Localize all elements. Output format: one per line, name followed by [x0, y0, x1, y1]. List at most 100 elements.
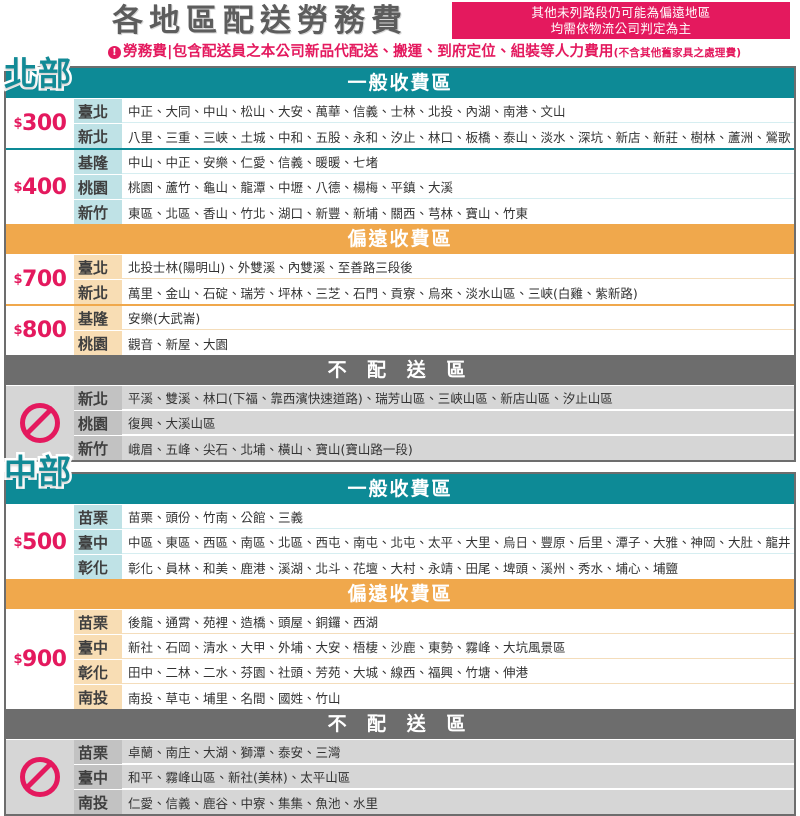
area-list: 中正、大同、中山、松山、大安、萬華、信義、士林、北投、內湖、南港、文山 [122, 99, 794, 123]
city-label: 新北 [74, 386, 122, 410]
table-row: 南投 仁愛、信義、鹿谷、中寮、集集、魚池、水里 [74, 790, 794, 814]
table-row: 苗栗 後龍、通霄、苑裡、造橋、頭屋、銅鑼、西湖 [74, 610, 794, 635]
table-row: 新竹 峨眉、五峰、尖石、北埔、橫山、寶山(寶山路一段) [74, 436, 794, 460]
table-row: 新北 平溪、雙溪、林口(下福、靠西濱快速道路)、瑞芳山區、三峽山區、新店山區、汐… [74, 386, 794, 411]
city-label: 臺北 [74, 99, 122, 123]
city-label: 臺中 [74, 530, 122, 554]
city-label: 苗栗 [74, 505, 122, 529]
city-label: 基隆 [74, 306, 122, 330]
region-table-north: 一般收費區 $300 臺北 中正、大同、中山、松山、大安、萬華、信義、士林、北投… [4, 66, 796, 462]
price-cell: $300 [6, 99, 74, 148]
price-cell: $400 [6, 150, 74, 224]
table-row: 彰化 田中、二林、二水、芬園、社頭、芳苑、大城、線西、福興、竹塘、伸港 [74, 660, 794, 685]
area-list: 南投、草屯、埔里、名間、國姓、竹山 [122, 685, 794, 709]
table-row: 南投 南投、草屯、埔里、名間、國姓、竹山 [74, 685, 794, 709]
exclamation-icon: ! [108, 46, 121, 59]
table-row: 苗栗 苗栗、頭份、竹南、公館、三義 [74, 505, 794, 530]
city-label: 苗栗 [74, 610, 122, 634]
price-value: 500 [22, 529, 67, 555]
area-list: 東區、北區、香山、竹北、湖口、新豐、新埔、關西、芎林、寶山、竹東 [122, 200, 794, 224]
area-list: 萬里、金山、石碇、瑞芳、坪林、三芝、石門、貢寮、烏來、淡水山區、三峽(白雞、紫新… [122, 280, 794, 304]
price-group: $900 苗栗 後龍、通霄、苑裡、造橋、頭屋、銅鑼、西湖 臺中 新社、石岡、清水… [6, 610, 794, 709]
region-badge-central: 中部 [2, 450, 74, 494]
section-gap [0, 462, 800, 472]
area-list: 峨眉、五峰、尖石、北埔、橫山、寶山(寶山路一段) [122, 436, 794, 460]
city-label: 新竹 [74, 436, 122, 460]
region-badge-north: 北部 [2, 52, 74, 96]
currency-symbol: $ [13, 116, 23, 131]
city-label: 南投 [74, 685, 122, 709]
area-list: 觀音、新屋、大園 [122, 331, 794, 355]
currency-symbol: $ [13, 323, 23, 338]
area-list: 北投士林(陽明山)、外雙溪、內雙溪、至善路三段後 [122, 255, 794, 279]
band-general-north: 一般收費區 [6, 66, 794, 99]
table-row: 新北 八里、三重、三峽、土城、中和、五股、永和、汐止、林口、板橋、泰山、淡水、深… [74, 124, 794, 148]
price-cell: $900 [6, 610, 74, 709]
service-fee-subline: ! 勞務費|包含配送員之本公司新品代配送、搬運、到府定位、組裝等人力費用(不含其他… [108, 43, 741, 62]
city-label: 南投 [74, 790, 122, 814]
page-title: 各地區配送勞務費 [112, 3, 408, 39]
price-value: 900 [22, 647, 67, 672]
remote-area-note-badge: 其他未列路段仍可能為偏遠地區 均需依物流公司判定為主 [452, 2, 790, 39]
price-group: 苗栗 卓蘭、南庄、大湖、獅潭、泰安、三灣 臺中 和平、霧峰山區、新社(美林)、太… [6, 740, 794, 814]
table-row: 基隆 中山、中正、安樂、仁愛、信義、暖暖、七堵 [74, 150, 794, 175]
area-list: 桃園、蘆竹、龜山、龍潭、中壢、八德、楊梅、平鎮、大溪 [122, 175, 794, 199]
band-nodeliver-north: 不 配 送 區 [6, 355, 794, 386]
city-label: 臺北 [74, 255, 122, 279]
city-label: 桃園 [74, 175, 122, 199]
region-table-central: 一般收費區 $500 苗栗 苗栗、頭份、竹南、公館、三義 臺中 中區、東區、西區… [4, 472, 796, 816]
table-row: 桃園 觀音、新屋、大園 [74, 331, 794, 355]
subline-tail-text: (不含其他舊家具之處理費) [613, 47, 742, 59]
city-label: 新竹 [74, 200, 122, 224]
price-group: $500 苗栗 苗栗、頭份、竹南、公館、三義 臺中 中區、東區、西區、南區、北區… [6, 505, 794, 579]
table-row: 新竹 東區、北區、香山、竹北、湖口、新豐、新埔、關西、芎林、寶山、竹東 [74, 200, 794, 224]
city-label: 桃園 [74, 411, 122, 435]
section-nodeliver-central: 苗栗 卓蘭、南庄、大湖、獅潭、泰安、三灣 臺中 和平、霧峰山區、新社(美林)、太… [6, 740, 794, 814]
area-list: 中山、中正、安樂、仁愛、信義、暖暖、七堵 [122, 150, 794, 174]
table-row: 臺北 中正、大同、中山、松山、大安、萬華、信義、士林、北投、內湖、南港、文山 [74, 99, 794, 124]
area-list: 後龍、通霄、苑裡、造橋、頭屋、銅鑼、西湖 [122, 610, 794, 634]
subline-main-text: 勞務費|包含配送員之本公司新品代配送、搬運、到府定位、組裝等人力費用 [123, 44, 614, 60]
city-label: 彰化 [74, 660, 122, 684]
price-cell: $500 [6, 505, 74, 579]
section-remote-central: $900 苗栗 後龍、通霄、苑裡、造橋、頭屋、銅鑼、西湖 臺中 新社、石岡、清水… [6, 610, 794, 709]
city-label: 彰化 [74, 555, 122, 579]
section-nodeliver-north: 新北 平溪、雙溪、林口(下福、靠西濱快速道路)、瑞芳山區、三峽山區、新店山區、汐… [6, 386, 794, 460]
city-label: 臺中 [74, 765, 122, 789]
area-list: 中區、東區、西區、南區、北區、西屯、南屯、北屯、太平、大里、烏日、豐原、后里、潭… [122, 530, 794, 554]
city-label: 基隆 [74, 150, 122, 174]
city-label: 新北 [74, 124, 122, 148]
price-group: $300 臺北 中正、大同、中山、松山、大安、萬華、信義、士林、北投、內湖、南港… [6, 99, 794, 150]
area-list: 仁愛、信義、鹿谷、中寮、集集、魚池、水里 [122, 790, 794, 814]
table-row: 臺北 北投士林(陽明山)、外雙溪、內雙溪、至善路三段後 [74, 255, 794, 280]
price-group: $800 基隆 安樂(大武崙) 桃園 觀音、新屋、大園 [6, 306, 794, 355]
section-remote-north: $700 臺北 北投士林(陽明山)、外雙溪、內雙溪、至善路三段後 新北 萬里、金… [6, 255, 794, 355]
table-row: 臺中 新社、石岡、清水、大甲、外埔、大安、梧棲、沙鹿、東勢、霧峰、大坑風景區 [74, 635, 794, 660]
price-value: 800 [22, 318, 67, 343]
band-remote-central: 偏遠收費區 [6, 579, 794, 610]
area-list: 復興、大溪山區 [122, 411, 794, 435]
city-label: 臺中 [74, 635, 122, 659]
poster-header: 各地區配送勞務費 其他未列路段仍可能為偏遠地區 均需依物流公司判定為主 ! 勞務費… [0, 0, 800, 66]
area-list: 卓蘭、南庄、大湖、獅潭、泰安、三灣 [122, 740, 794, 764]
table-row: 桃園 復興、大溪山區 [74, 411, 794, 436]
price-value: 700 [22, 267, 67, 292]
price-cell: $700 [6, 255, 74, 304]
table-row: 臺中 中區、東區、西區、南區、北區、西屯、南屯、北屯、太平、大里、烏日、豐原、后… [74, 530, 794, 555]
band-nodeliver-central: 不 配 送 區 [6, 709, 794, 740]
area-list: 和平、霧峰山區、新社(美林)、太平山區 [122, 765, 794, 789]
section-general-north: $300 臺北 中正、大同、中山、松山、大安、萬華、信義、士林、北投、內湖、南港… [6, 99, 794, 224]
note-line-2: 均需依物流公司判定為主 [550, 20, 692, 36]
band-remote-north: 偏遠收費區 [6, 224, 794, 255]
table-row: 彰化 彰化、員林、和美、鹿港、溪湖、北斗、花壇、大村、永靖、田尾、埤頭、溪州、秀… [74, 555, 794, 579]
currency-symbol: $ [13, 534, 23, 550]
area-list: 新社、石岡、清水、大甲、外埔、大安、梧棲、沙鹿、東勢、霧峰、大坑風景區 [122, 635, 794, 659]
city-label: 苗栗 [74, 740, 122, 764]
price-group: 新北 平溪、雙溪、林口(下福、靠西濱快速道路)、瑞芳山區、三峽山區、新店山區、汐… [6, 386, 794, 460]
table-row: 基隆 安樂(大武崙) [74, 306, 794, 331]
no-entry-icon [20, 757, 60, 797]
price-value: 300 [22, 111, 67, 136]
table-row: 桃園 桃園、蘆竹、龜山、龍潭、中壢、八德、楊梅、平鎮、大溪 [74, 175, 794, 200]
no-delivery-icon-cell [6, 740, 74, 814]
